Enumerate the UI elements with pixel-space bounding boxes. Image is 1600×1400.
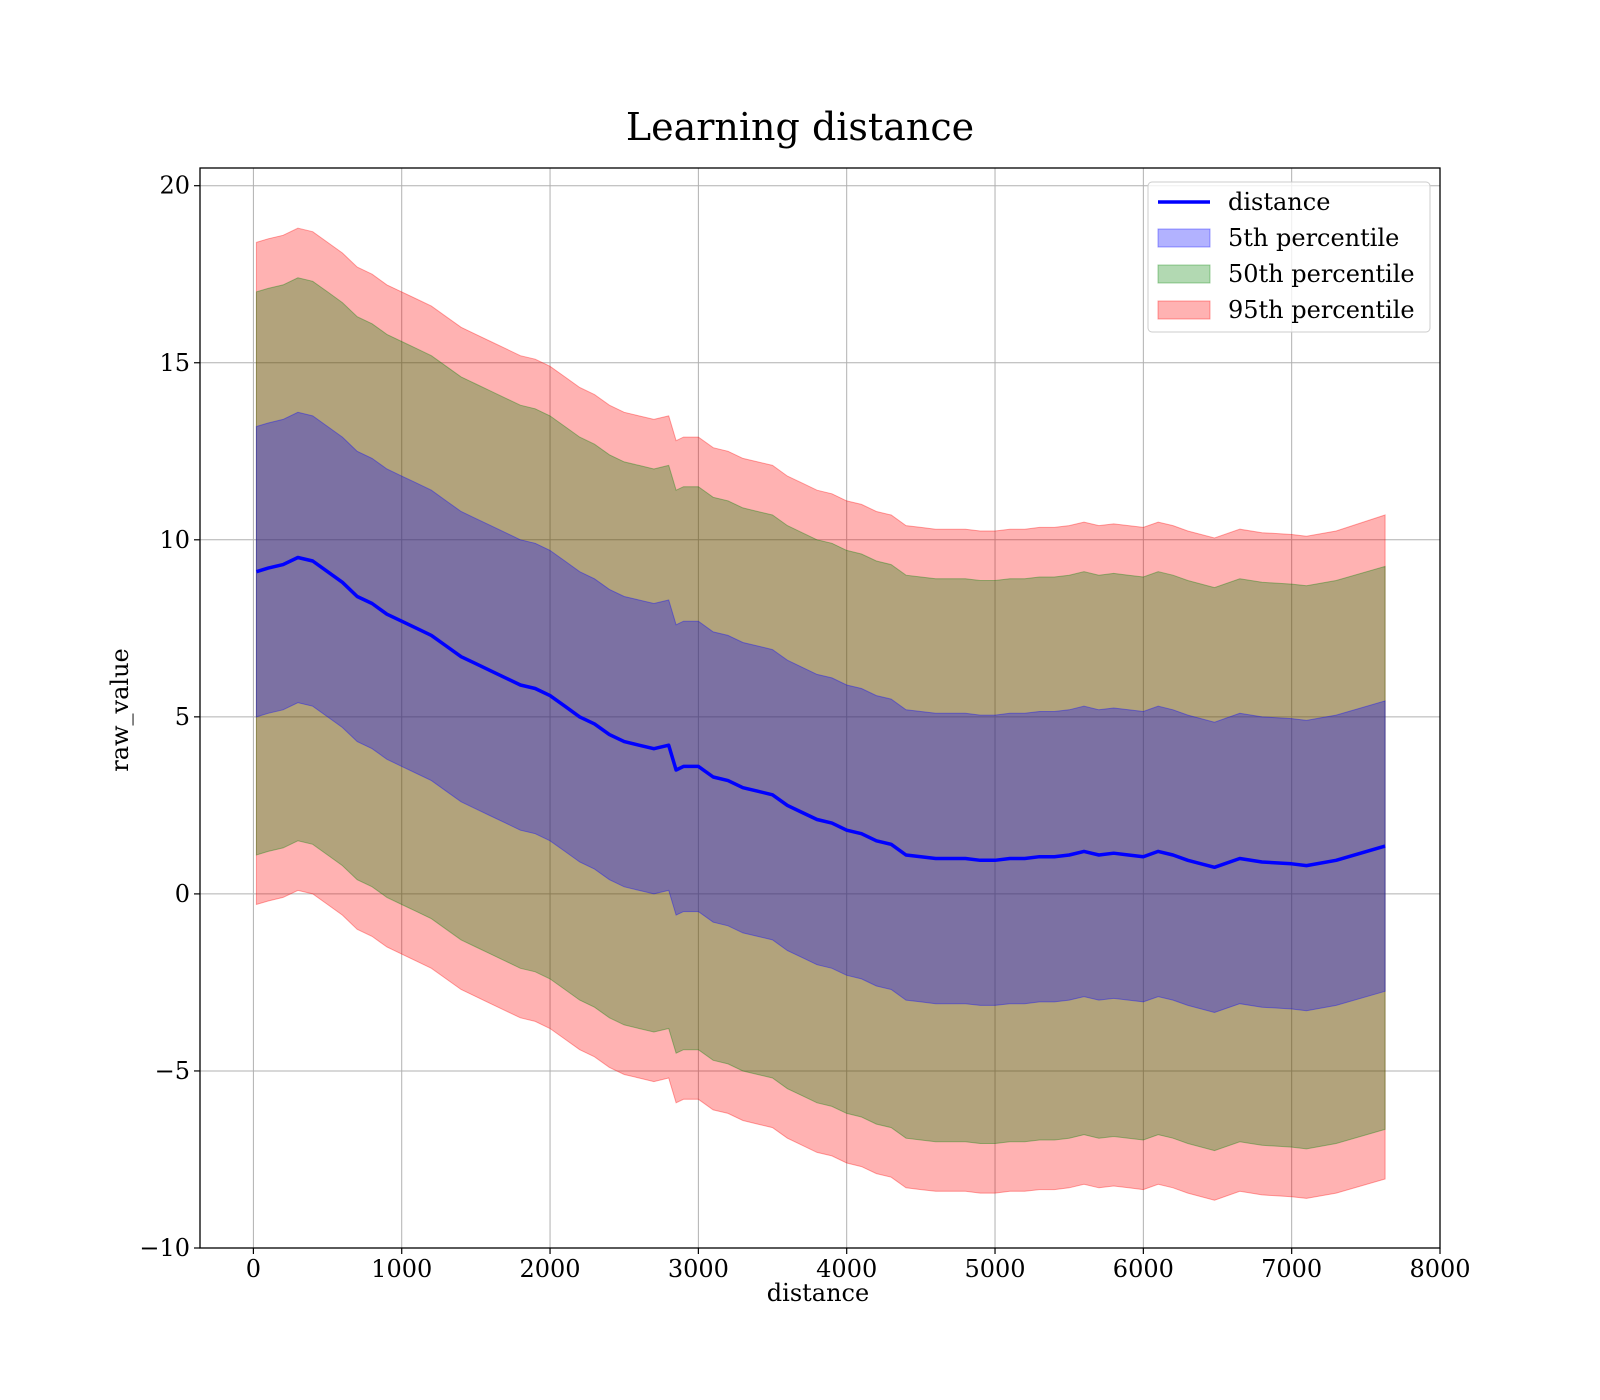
x-tick-label: 8000 — [1409, 1255, 1470, 1283]
y-tick-label: 0 — [175, 880, 190, 908]
plot-area: 0 1000 2000 3000 4000 5000 6000 7000 8000 −10 −5 0 5… — [139, 167, 1471, 1283]
y-tick-label: 5 — [175, 703, 190, 731]
y-axis-label: raw_value — [106, 648, 134, 772]
legend-label: distance — [1228, 188, 1330, 216]
legend-box — [1147, 181, 1431, 333]
y-tick-label: 20 — [159, 172, 190, 200]
legend-swatch-band — [1157, 228, 1211, 248]
x-tick-label: 1000 — [371, 1255, 432, 1283]
series-line-distance — [255, 555, 1386, 870]
axes-frame — [199, 167, 1441, 1249]
x-tick-label: 2000 — [520, 1255, 581, 1283]
x-tick-label: 4000 — [816, 1255, 877, 1283]
legend-swatch-band — [1157, 264, 1211, 284]
legend-swatch-band — [1157, 300, 1211, 320]
x-tick-label: 3000 — [668, 1255, 729, 1283]
band-5th-percentile — [255, 411, 1386, 1014]
x-axis-label: distance — [767, 1279, 869, 1307]
y-tick-label: 10 — [159, 526, 190, 554]
band-95th-percentile — [255, 227, 1386, 1201]
x-tick-label: 7000 — [1261, 1255, 1322, 1283]
x-tick-label: 5000 — [964, 1255, 1025, 1283]
chart-title: Learning distance — [626, 105, 974, 149]
legend: distance 5th percentile 50th percentile 95t… — [1147, 181, 1431, 333]
y-tick-label: −5 — [155, 1057, 190, 1085]
x-tick-label: 0 — [246, 1255, 261, 1283]
band-50th-percentile — [255, 277, 1386, 1152]
y-tick-label: 15 — [159, 349, 190, 377]
x-tick-label: 6000 — [1113, 1255, 1174, 1283]
y-tick-label: −10 — [139, 1234, 190, 1262]
legend-label: 5th percentile — [1228, 224, 1399, 252]
legend-label: 95th percentile — [1228, 296, 1415, 324]
legend-label: 50th percentile — [1228, 260, 1415, 288]
